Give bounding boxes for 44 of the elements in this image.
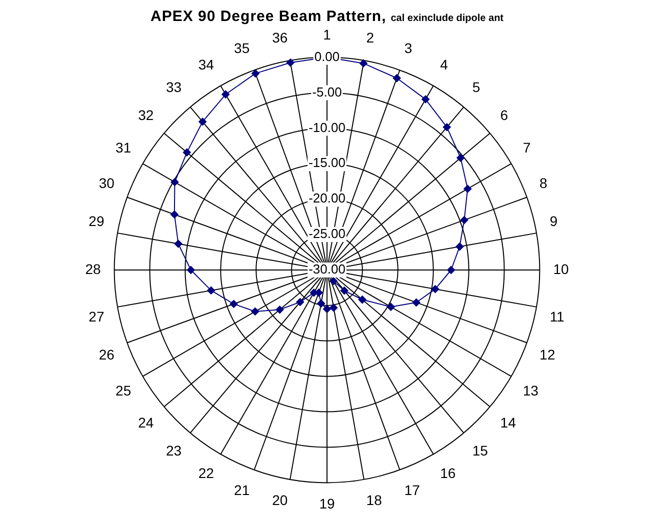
spoke-label: 3 — [404, 40, 412, 56]
y-tick-label: -30.00 — [308, 262, 346, 277]
spoke-label: 20 — [272, 492, 288, 508]
chart-subtitle: cal exinclude dipole ant — [390, 13, 504, 24]
spoke-label: 34 — [198, 56, 214, 73]
spoke-label: 21 — [234, 482, 250, 498]
spoke-label: 24 — [138, 414, 154, 431]
spoke-label: 30 — [98, 175, 115, 192]
spoke-label: 29 — [88, 213, 104, 230]
spoke-label: 33 — [166, 79, 182, 96]
spoke-label: 28 — [85, 260, 102, 277]
spoke-label: 19 — [319, 495, 335, 512]
spoke-label: 11 — [550, 308, 565, 325]
spoke-label: 2 — [366, 30, 374, 46]
spoke-label: 14 — [500, 414, 516, 431]
y-tick-label: -15.00 — [308, 155, 346, 170]
spoke-label: 8 — [540, 175, 548, 192]
spoke-label: 5 — [472, 79, 480, 96]
spoke-label: 17 — [404, 482, 420, 498]
spoke-label: 26 — [98, 346, 115, 363]
spoke-label: 27 — [88, 308, 104, 325]
spoke-label: 10 — [553, 260, 569, 277]
spoke-label: 7 — [522, 139, 531, 156]
spoke-label: 12 — [540, 346, 556, 363]
y-tick-label: -25.00 — [308, 226, 346, 242]
spoke-label: 15 — [472, 442, 488, 459]
spoke-label: 22 — [198, 465, 214, 482]
spoke-label: 25 — [116, 382, 132, 398]
spoke-label: 23 — [166, 442, 182, 459]
spoke-label: 9 — [550, 213, 558, 230]
spoke-label: 18 — [366, 492, 382, 508]
spoke-label: 31 — [116, 139, 132, 156]
y-tick-label: -10.00 — [308, 120, 346, 135]
spoke-label: 36 — [272, 30, 288, 46]
y-tick-label: -20.00 — [308, 190, 346, 206]
spoke-label: 35 — [234, 40, 250, 56]
y-tick-label: -5.00 — [312, 84, 342, 100]
spoke-label: 1 — [323, 26, 332, 42]
spoke-label: 16 — [440, 465, 456, 482]
spoke-label: 32 — [138, 107, 154, 124]
chart-title: APEX 90 Degree Beam Pattern, — [150, 8, 386, 25]
spoke-label: 4 — [440, 56, 448, 73]
spoke-label: 13 — [522, 382, 539, 398]
spoke-label: 6 — [500, 107, 508, 124]
